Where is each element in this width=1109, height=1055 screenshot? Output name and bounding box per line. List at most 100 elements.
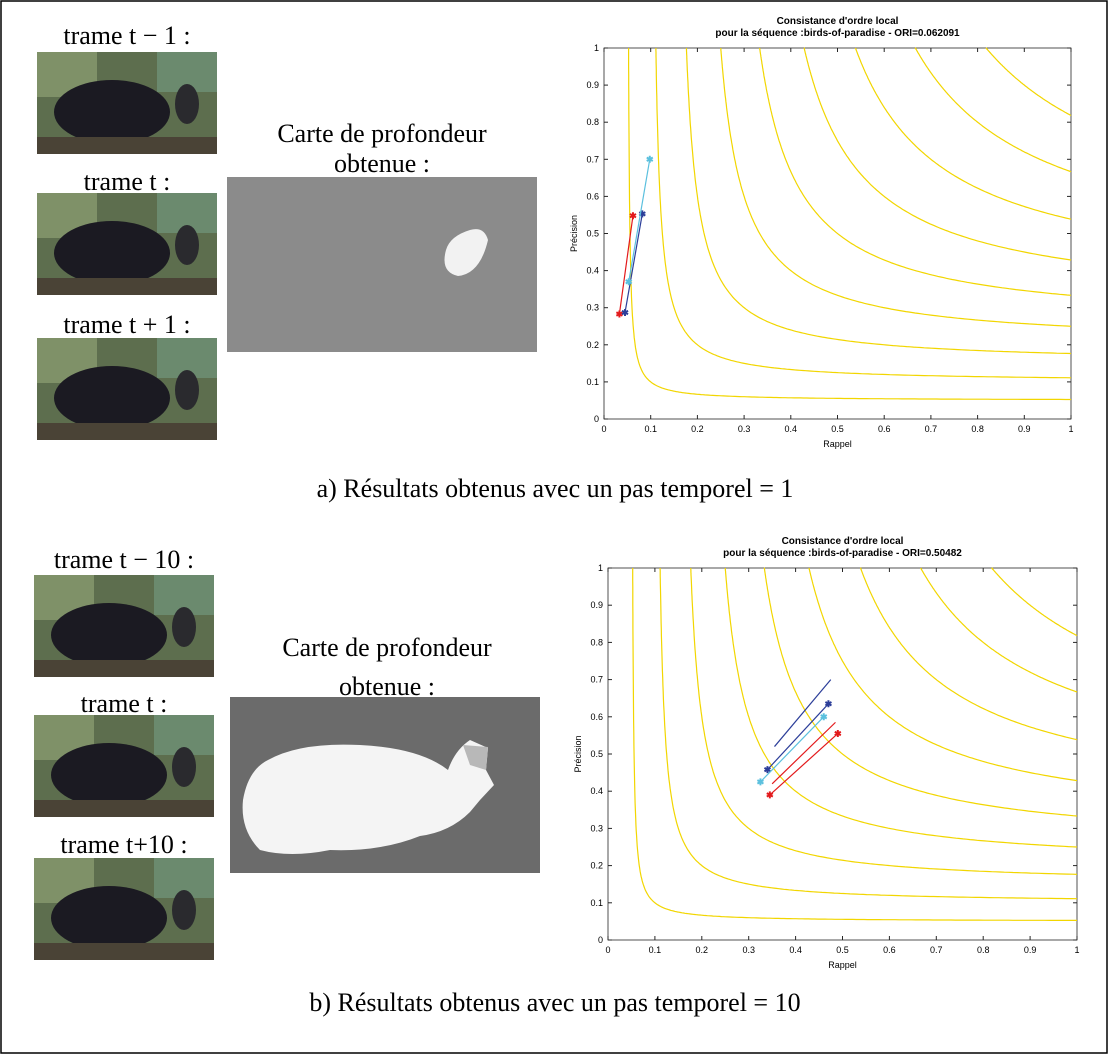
contour [655,48,1072,379]
contour [632,568,1077,922]
y-tick-label: 0.5 [586,229,599,239]
frame-image [34,858,214,960]
y-tick-label: 0.1 [590,898,603,908]
x-tick-label: 0.2 [691,424,704,434]
contour [914,47,1072,173]
y-tick-label: 0 [594,414,599,424]
frame-label: trame t : [81,689,168,718]
marker [834,730,842,738]
x-tick-label: 0.9 [1024,945,1037,955]
x-tick-label: 0.4 [789,945,802,955]
depth-blob [242,740,494,854]
series-line [774,679,832,747]
x-axis-label: Rappel [823,439,852,449]
marker [763,766,771,774]
series-line [771,721,836,785]
x-tick-label: 0.8 [971,424,984,434]
contour [720,48,1072,327]
series-line [618,215,634,315]
y-tick-label: 0.3 [590,823,603,833]
frame-image [34,715,214,817]
contour [685,48,1072,355]
y-tick-label: 0.7 [586,154,599,164]
series-line [767,703,829,771]
chart-title: Consistance d'ordre local [777,16,899,27]
x-tick-label: 0 [605,945,610,955]
chart-subtitle: pour la séquence :birds-of-paradise - OR… [715,28,960,39]
marker [615,310,623,318]
y-tick-label: 0.8 [586,117,599,127]
x-tick-label: 0.1 [644,424,657,434]
y-axis-label: Précision [569,215,579,252]
contour [859,567,1078,741]
depth-label: obtenue : [334,149,430,178]
y-tick-label: 0.7 [590,675,603,685]
y-tick-label: 0.1 [586,377,599,387]
y-tick-label: 0.2 [590,861,603,871]
y-tick-label: 0.5 [590,749,603,759]
x-tick-label: 0.7 [930,945,943,955]
contour [759,48,1072,296]
y-tick-label: 0.6 [590,712,603,722]
y-tick-label: 1 [598,563,603,573]
x-tick-label: 0.1 [649,945,662,955]
depth-map [227,177,537,352]
depth-label: Carte de profondeur [277,119,487,148]
series-line [769,733,839,796]
y-tick-label: 0.2 [586,340,599,350]
x-tick-label: 1 [1068,424,1073,434]
marker [766,791,774,799]
x-tick-label: 0.7 [925,424,938,434]
y-axis-label: Précision [573,735,583,772]
series-line [628,159,651,282]
marker [621,309,629,317]
x-tick-label: 0.8 [977,945,990,955]
frame-label: trame t − 1 : [63,21,190,50]
y-tick-label: 0.3 [586,303,599,313]
x-tick-label: 0.5 [831,424,844,434]
caption: b) Résultats obtenus avec un pas tempore… [309,988,800,1017]
x-tick-label: 0.3 [738,424,751,434]
y-tick-label: 0.4 [590,786,603,796]
contour [808,567,1078,782]
frame-label: trame t − 10 : [54,545,194,574]
y-tick-label: 0.9 [590,600,603,610]
x-axis-label: Rappel [828,960,857,970]
frame-label: trame t+10 : [60,830,187,859]
series-line [624,213,643,313]
contour [763,567,1078,817]
depth-blob [463,745,488,770]
contour [854,47,1072,220]
chart-subtitle: pour la séquence :birds-of-paradise - OR… [723,548,962,559]
contour [690,568,1078,875]
contour [985,47,1072,117]
series-line [759,716,825,783]
x-tick-label: 0.2 [696,945,709,955]
x-tick-label: 0.4 [785,424,798,434]
x-tick-label: 0 [601,424,606,434]
marker [820,713,828,721]
y-tick-label: 1 [594,43,599,53]
y-tick-label: 0.8 [590,637,603,647]
depth-label: obtenue : [339,672,435,701]
x-tick-label: 0.6 [883,945,896,955]
x-tick-label: 0.3 [742,945,755,955]
contour [627,48,1071,401]
marker [824,700,832,708]
marker [625,278,633,286]
x-tick-label: 0.9 [1018,424,1031,434]
marker [756,778,764,786]
frame-image [37,52,217,154]
caption: a) Résultats obtenus avec un pas tempore… [317,474,794,503]
x-tick-label: 0.6 [878,424,891,434]
frame-label: trame t : [84,167,171,196]
contour [920,567,1078,693]
contour [991,567,1078,637]
y-tick-label: 0.9 [586,80,599,90]
frame-image [37,193,217,295]
chart-title: Consistance d'ordre local [782,536,904,547]
marker [629,212,637,220]
marker [646,155,654,163]
depth-blob [444,229,488,276]
